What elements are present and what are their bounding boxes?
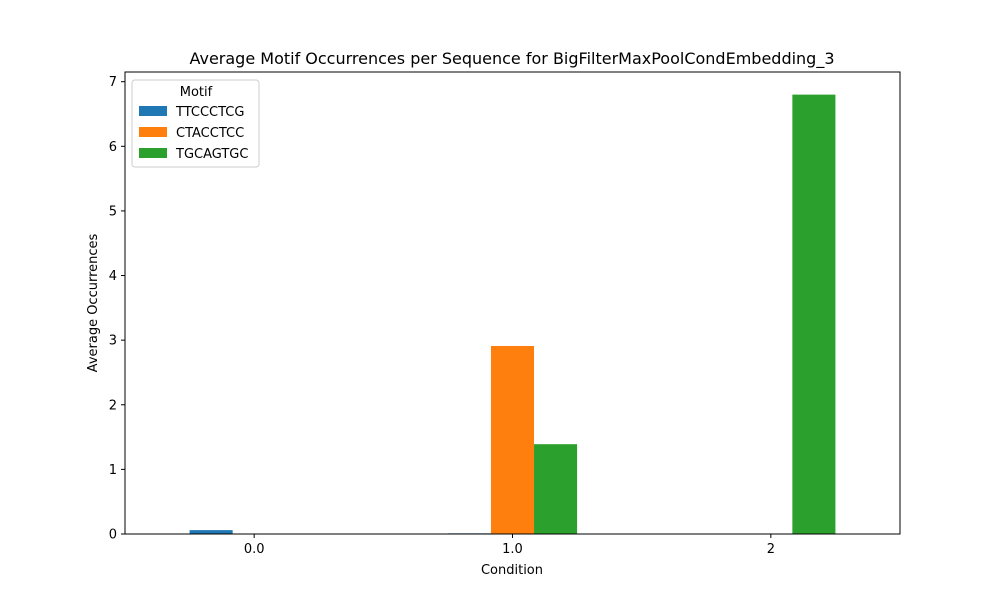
x-tick-label: 1.0	[502, 542, 523, 557]
chart-title: Average Motif Occurrences per Sequence f…	[189, 49, 834, 69]
legend-items: TTCCCTCG CTACCTCC TGCAGTGC	[139, 105, 248, 162]
bar-CTACCTCC-1.0	[490, 345, 535, 534]
bar-TGCAGTGC-1.0	[534, 444, 578, 534]
legend-swatch	[139, 127, 167, 137]
x-tick-label: 2	[767, 542, 775, 557]
legend-swatch	[139, 148, 167, 158]
y-tick-label: 7	[109, 75, 117, 90]
y-axis-label: Average Occurrences	[86, 233, 101, 372]
y-tick-label: 2	[109, 398, 117, 413]
legend-label: CTACCTCC	[176, 126, 244, 141]
bars-group	[189, 94, 836, 535]
legend: Motif TTCCCTCG CTACCTCC TGCAGTGC	[131, 79, 260, 168]
y-tick-label: 5	[109, 204, 117, 219]
bar-TGCAGTGC-2	[792, 94, 836, 535]
x-tick-label: 0.0	[244, 542, 265, 557]
bar-TTCCCTCG-0.0	[189, 530, 233, 534]
x-axis: 0.0 1.0 2	[244, 534, 775, 557]
y-tick-label: 3	[109, 334, 117, 349]
y-tick-label: 1	[109, 463, 117, 478]
legend-swatch	[139, 106, 167, 116]
y-tick-label: 6	[109, 140, 117, 155]
legend-box	[131, 79, 260, 168]
legend-title: Motif	[180, 85, 213, 100]
y-tick-label: 4	[109, 269, 117, 284]
y-tick-label: 0	[109, 528, 117, 543]
x-axis-label: Condition	[481, 563, 543, 578]
legend-label: TGCAGTGC	[175, 147, 248, 162]
y-axis: 0 1 2 3 4 5 6 7	[109, 75, 125, 543]
legend-label: TTCCCTCG	[175, 105, 244, 120]
